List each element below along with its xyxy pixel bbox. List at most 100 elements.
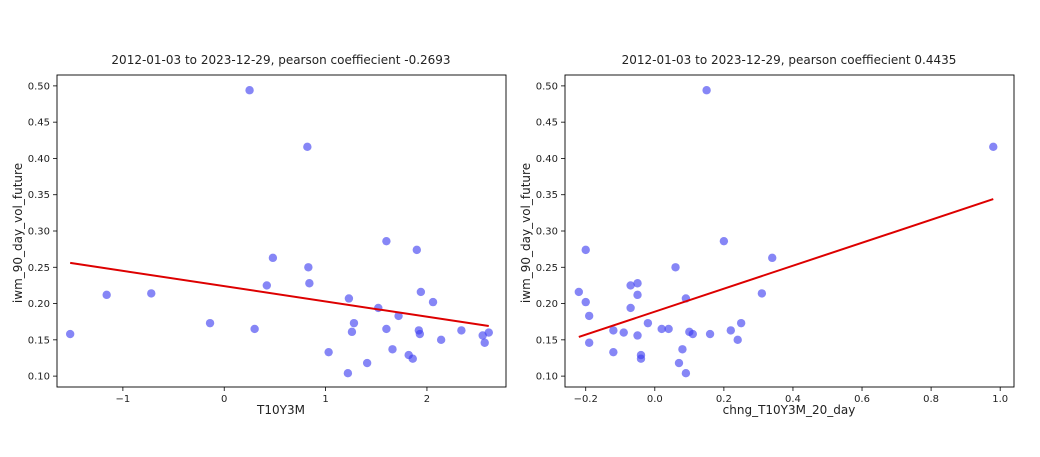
right-scatter-point (702, 86, 711, 95)
left-scatter-point (416, 287, 426, 297)
right-x-tick-label: 1.0 (992, 394, 1008, 405)
right-scatter-point (574, 287, 584, 297)
right-scatter-point (626, 303, 635, 313)
right-y-tick-label: 0.30 (536, 227, 558, 238)
right-scatter-point (633, 290, 642, 300)
right-scatter-point (657, 324, 666, 334)
left-scatter-point (415, 329, 425, 339)
left-scatter-point (102, 290, 111, 300)
right-scatter-point (726, 326, 735, 335)
left-y-tick-label: 0.20 (28, 299, 50, 310)
right-scatter-point (733, 335, 742, 345)
left-scatter-point (412, 245, 422, 255)
left-scatter-point (324, 347, 333, 357)
left-scatter-point (305, 279, 314, 288)
right-x-tick-label: 0.8 (923, 394, 939, 405)
left-scatter-point (394, 311, 403, 321)
right-scatter-point (705, 329, 715, 339)
left-scatter-point (250, 324, 259, 334)
left-scatter-plot: 2012-01-03 to 2023-12-29, pearson coeffi… (11, 53, 507, 417)
left-y-tick-label: 0.40 (28, 154, 50, 165)
left-scatter-point (388, 345, 397, 354)
left-y-tick-label: 0.50 (28, 81, 50, 92)
right-y-tick-label: 0.15 (536, 335, 558, 346)
right-axes-frame (564, 74, 1015, 388)
left-scatter-point (65, 329, 75, 339)
right-scatter-point (681, 369, 691, 378)
right-scatter-point (768, 253, 777, 263)
right-scatter-point (609, 326, 618, 335)
right-x-tick-label: 0.6 (854, 394, 870, 405)
left-scatter-point (147, 289, 156, 298)
right-y-tick-label: 0.20 (536, 299, 558, 310)
left-x-tick-label: 0 (221, 394, 227, 405)
left-scatter-point (343, 369, 353, 378)
left-scatter-point (205, 318, 215, 328)
right-y-axis-label: iwm_90_day_vol_future (519, 163, 533, 303)
left-scatter-point (480, 338, 489, 347)
right-scatter-point (674, 358, 684, 368)
right-scatter-point (633, 279, 642, 288)
right-y-tick-label: 0.25 (536, 263, 558, 274)
right-scatter-point (643, 318, 653, 328)
left-scatter-point (408, 354, 417, 363)
left-x-tick-label: 1 (322, 394, 328, 405)
right-scatter-point (584, 311, 594, 321)
right-scatter-point (678, 345, 687, 354)
left-scatter-point (268, 253, 278, 263)
right-x-tick-label: 0.0 (647, 394, 663, 405)
left-scatter-point (344, 294, 354, 303)
left-scatter-point (349, 318, 359, 328)
left-scatter-point (304, 263, 313, 272)
right-x-tick-label: 0.4 (785, 394, 801, 405)
right-regression-line (578, 198, 994, 338)
right-chart-title: 2012-01-03 to 2023-12-29, pearson coeffi… (622, 53, 957, 67)
left-scatter-point (428, 297, 438, 307)
right-scatter-point (609, 347, 618, 357)
left-scatter-point (245, 86, 254, 95)
right-scatter-point (633, 331, 642, 340)
right-y-tick-label: 0.35 (536, 190, 558, 201)
right-scatter-point (757, 289, 767, 298)
left-scatter-point (484, 328, 493, 337)
right-scatter-point (584, 338, 594, 347)
right-scatter-point (719, 236, 729, 246)
right-scatter-point (736, 318, 746, 328)
right-scatter-point (619, 328, 628, 337)
right-y-tick-label: 0.50 (536, 81, 558, 92)
right-scatter-point (989, 142, 998, 152)
right-scatter-point (626, 281, 635, 290)
left-y-tick-label: 0.25 (28, 263, 50, 274)
right-y-tick-label: 0.45 (536, 118, 558, 129)
left-chart-title: 2012-01-03 to 2023-12-29, pearson coeffi… (111, 53, 450, 67)
left-y-tick-label: 0.15 (28, 335, 50, 346)
left-y-axis-label: iwm_90_day_vol_future (11, 163, 25, 303)
left-scatter-point (382, 236, 391, 246)
left-scatter-point (262, 281, 272, 290)
left-x-axis-label: T10Y3M (256, 403, 305, 417)
right-scatter-point (581, 297, 590, 307)
left-scatter-point (362, 358, 372, 368)
right-y-tick-label: 0.10 (536, 372, 558, 383)
right-scatter-point (636, 350, 646, 360)
right-scatter-point (581, 245, 590, 255)
left-scatter-point (303, 142, 312, 152)
left-y-tick-label: 0.45 (28, 118, 50, 129)
left-x-tick-label: −1 (116, 394, 131, 405)
left-y-tick-label: 0.35 (28, 190, 50, 201)
left-x-tick-label: 2 (424, 394, 430, 405)
right-scatter-plot: 2012-01-03 to 2023-12-29, pearson coeffi… (519, 53, 1015, 417)
right-y-tick-label: 0.40 (536, 154, 558, 165)
left-y-tick-label: 0.30 (28, 227, 50, 238)
left-scatter-point (347, 327, 357, 337)
left-y-tick-label: 0.10 (28, 372, 50, 383)
left-scatter-point (382, 324, 391, 334)
right-x-tick-label: −0.2 (574, 394, 598, 405)
left-regression-line (70, 261, 489, 328)
left-scatter-point (436, 335, 446, 345)
right-x-axis-label: chng_T10Y3M_20_day (723, 403, 856, 417)
right-scatter-point (688, 329, 697, 339)
right-scatter-point (664, 324, 673, 334)
left-scatter-point (374, 303, 383, 313)
